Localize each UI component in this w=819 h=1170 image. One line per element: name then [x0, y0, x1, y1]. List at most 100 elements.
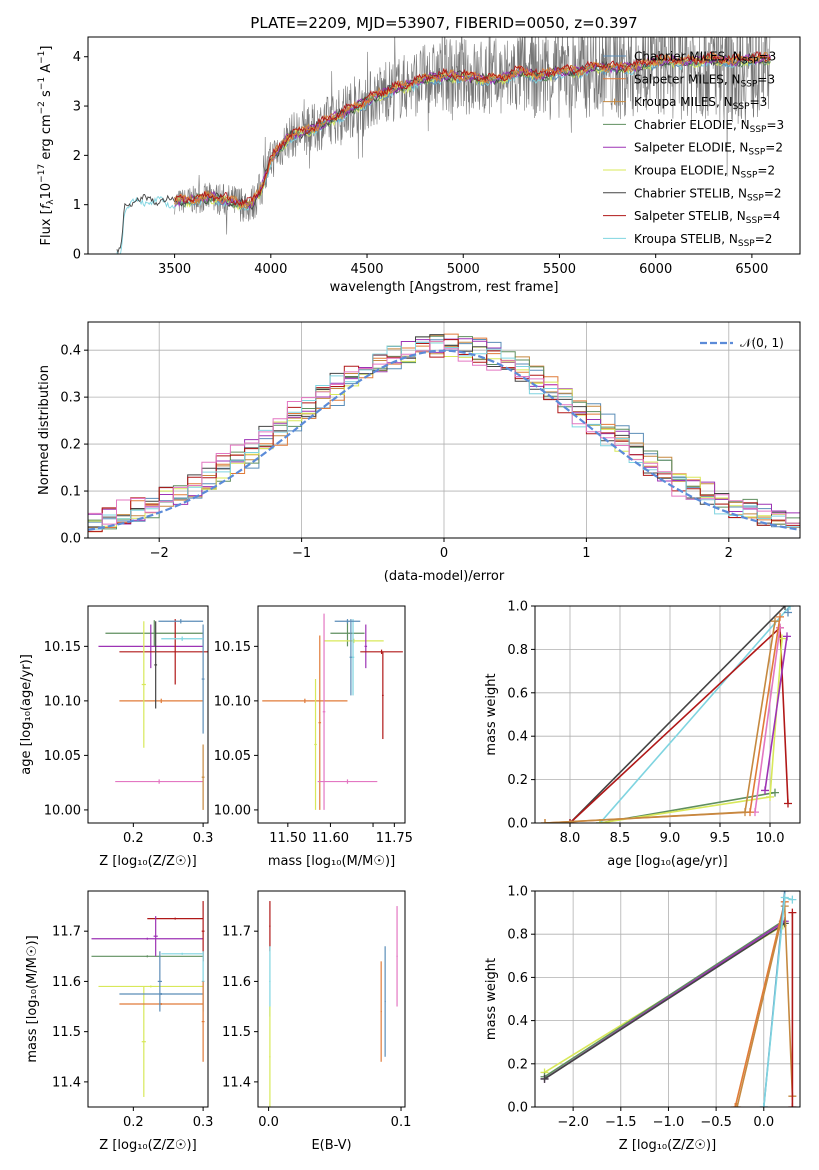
- axes-mass_vs_Z: 0.2 0.3 11.4 11.5 11.6 11.7 Z [log₁₀(Z/Z☉)] mas…: [25, 890, 214, 1153]
- x-axis-label: age [log₁₀(age/yr)]: [607, 854, 728, 869]
- legend-label: Chabrier STELIB, NSSP=2: [634, 186, 782, 203]
- weight-marker: [783, 632, 791, 641]
- y-tick-label: 1.0: [507, 885, 528, 900]
- points-age_vs_mass: [262, 613, 403, 810]
- weight-line: [544, 922, 786, 1080]
- axes-mass_vs_ebv: 0.0 0.1 11.4 11.5 11.6 11.7 E(B-V): [222, 890, 411, 1153]
- weight-marker: [540, 1074, 549, 1083]
- weight-marker: [759, 1103, 768, 1107]
- legend-label: Salpeter STELIB, NSSP=4: [634, 209, 780, 226]
- weight-marker: [733, 1103, 742, 1107]
- y-axis-label: mass weight: [484, 673, 499, 755]
- x-tick-label: 11.60: [312, 831, 349, 846]
- weight-marker: [788, 908, 797, 917]
- x-tick-label: 4000: [254, 262, 287, 277]
- weight-marker: [776, 623, 784, 632]
- axes-frame: [534, 890, 801, 1108]
- legend-label: Kroupa STELIB, NSSP=2: [634, 232, 772, 249]
- model-spectrum-salpeter-stelib: [174, 51, 771, 208]
- y-tick-label: 11.7: [52, 925, 81, 940]
- x-tick-label: 10.0: [756, 831, 785, 846]
- y-tick-label: 0: [73, 248, 81, 263]
- y-tick-label: 0.0: [507, 817, 528, 832]
- weight-marker: [784, 799, 792, 808]
- weight-line: [754, 627, 781, 813]
- y-axis-label: age [log₁₀(age/yr)]: [19, 654, 34, 775]
- lines-mass_weight_vs_age: [541, 606, 794, 823]
- legend-label: Chabrier MILES, NSSP=3: [634, 50, 776, 67]
- weight-marker: [788, 895, 797, 904]
- weight-marker: [776, 612, 784, 621]
- axes-age_vs_Z: 0.2 0.3 10.00 10.05 10.10 10.15 Z [log₁₀(Z/Z☉)…: [19, 605, 213, 869]
- axes-frame: [87, 890, 209, 1108]
- y-tick-label: 1.0: [507, 600, 528, 615]
- y-tick-label: 11.7: [222, 925, 251, 940]
- weight-marker: [781, 606, 789, 610]
- x-tick-label: 2: [725, 546, 733, 561]
- axes-spectrum: 3500 4000 4500 5000 5500 6000 6500 0 1 2 3 4 wavelen…: [37, 36, 801, 295]
- legend-label: Kroupa MILES, NSSP=3: [634, 95, 767, 112]
- x-tick-label: 1: [582, 546, 590, 561]
- x-tick-label: −1: [292, 546, 311, 561]
- x-tick-label: −2: [150, 546, 169, 561]
- y-tick-label: 11.6: [222, 975, 251, 990]
- x-tick-label: 4500: [350, 262, 383, 277]
- x-tick-label: 0.0: [258, 1115, 279, 1130]
- x-axis-label: E(B-V): [311, 1138, 351, 1153]
- x-tick-label: 6000: [639, 262, 672, 277]
- y-tick-label: 10.05: [44, 749, 81, 764]
- y-tick-label: 11.5: [52, 1025, 81, 1040]
- weight-marker: [566, 819, 574, 823]
- y-tick-label: 10.15: [214, 640, 251, 655]
- y-tick-label: 3: [73, 100, 81, 115]
- y-tick-label: 0.1: [60, 485, 81, 500]
- weight-line: [599, 606, 791, 823]
- y-tick-label: 4: [73, 50, 81, 65]
- y-tick-label: 10.10: [44, 694, 81, 709]
- y-tick-label: 1: [73, 198, 81, 213]
- y-tick-label: 0.4: [60, 344, 81, 359]
- y-tick-label: 10.05: [214, 749, 251, 764]
- hist-pink: [88, 340, 800, 525]
- y-axis-label: mass weight: [484, 958, 499, 1040]
- y-tick-label: 0.2: [60, 438, 81, 453]
- axes-frame: [257, 890, 406, 1108]
- legend-label: Kroupa ELODIE, NSSP=2: [634, 164, 775, 181]
- axes-age_vs_mass: 11.50 11.60 11.75 10.00 10.05 10.10 10.15 mass …: [214, 605, 413, 869]
- y-tick-label: 0.2: [507, 1057, 528, 1072]
- x-tick-label: −0.5: [700, 1115, 732, 1130]
- axes-mass_weight_vs_age: 8.0 8.5 9.0 9.5 10.0 0.0 0.2 0.4 0.6 0.8 1.0 age [l…: [484, 600, 801, 869]
- y-tick-label: 0.8: [507, 643, 528, 658]
- y-tick-label: 0.8: [507, 928, 528, 943]
- x-tick-label: 11.75: [376, 831, 413, 846]
- weight-marker: [731, 1103, 740, 1107]
- x-axis-label: mass [log₁₀(M/M☉)]: [268, 854, 395, 869]
- x-tick-label: 0.2: [123, 1115, 144, 1130]
- x-tick-label: 9.0: [660, 831, 681, 846]
- axes-mass_weight_vs_Z: −2.0 −1.5 −1.0 −0.5 0.0 0.0 0.2 0.4 0.6 0.8 1.0 Z […: [484, 885, 801, 1153]
- x-axis-label: Z [log₁₀(Z/Z☉)]: [619, 1138, 716, 1153]
- x-tick-label: 9.5: [710, 831, 731, 846]
- axes-frame: [257, 605, 406, 824]
- x-tick-label: −2.0: [557, 1115, 589, 1130]
- weight-marker: [761, 786, 769, 795]
- x-tick-label: 0.0: [753, 1115, 774, 1130]
- weight-line: [569, 606, 786, 823]
- axes-frame: [87, 321, 801, 539]
- figure-title: PLATE=2209, MJD=53907, FIBERID=0050, z=0…: [250, 14, 637, 32]
- x-tick-label: 0: [440, 546, 448, 561]
- lines-mass_weight_vs_Z: [540, 891, 797, 1107]
- x-tick-label: 5500: [543, 262, 576, 277]
- x-tick-label: 0.3: [193, 1115, 214, 1130]
- x-tick-label: −1.0: [653, 1115, 685, 1130]
- x-axis-label: Z [log₁₀(Z/Z☉)]: [99, 854, 196, 869]
- y-tick-label: 10.00: [214, 803, 251, 818]
- weight-marker: [541, 819, 549, 823]
- x-tick-label: −1.5: [605, 1115, 637, 1130]
- y-tick-label: 0.6: [507, 971, 528, 986]
- weight-line: [734, 901, 786, 1107]
- x-tick-label: 5000: [447, 262, 480, 277]
- weight-marker: [784, 608, 792, 617]
- axes-frame: [87, 36, 801, 255]
